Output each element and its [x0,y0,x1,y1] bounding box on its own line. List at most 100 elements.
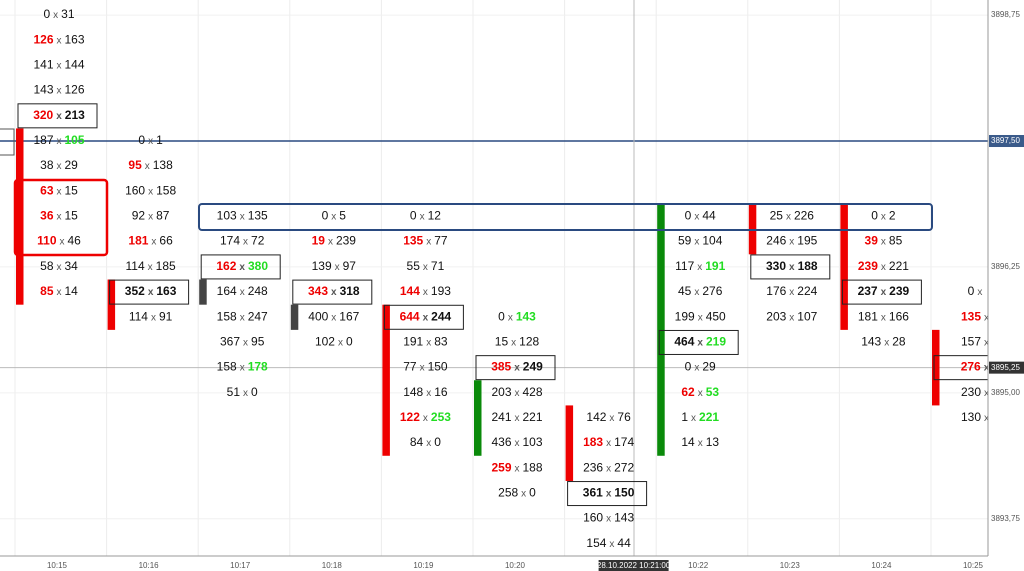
footprint-cell: 343 x 318 [308,284,360,298]
ask-volume: 174 [614,435,634,449]
footprint-cell: 84 x 0 [410,435,441,449]
ask-volume: 44 [702,209,716,223]
separator: x [56,110,62,121]
separator: x [243,387,248,398]
ask-volume: 221 [889,259,909,273]
bid-volume: 0 [968,284,975,298]
bid-volume: 36 [40,209,54,223]
ask-volume: 91 [159,309,173,323]
footprint-cell: 102 x 0 [315,335,353,349]
footprint-cell: 103 x 135 [217,209,268,223]
x-tick-label: 10:17 [230,561,251,570]
bid-volume: 259 [491,461,511,475]
ask-volume: 244 [431,309,451,323]
x-tick-label: 10:22 [688,561,709,570]
y-tick-label: 3893,75 [991,514,1020,523]
footprint-cell: 59 x 104 [678,234,723,248]
separator: x [331,312,336,323]
ask-volume: 0 [346,335,353,349]
bid-volume: 84 [410,435,424,449]
footprint-cell: 38 x 29 [40,158,78,172]
y-tick-label: 3898,75 [991,10,1020,19]
ask-volume: 166 [889,309,909,323]
x-tick-label: 10:20 [505,561,526,570]
footprint-cell: 361 x 150 [583,486,635,500]
separator: x [694,287,699,298]
separator: x [60,236,65,247]
bid-volume: 0 [43,7,50,21]
price-marker [989,361,1024,374]
ask-volume: 104 [702,234,722,248]
separator: x [984,387,989,398]
footprint-cell: 39 x 85 [865,234,903,248]
separator: x [789,312,794,323]
bid-volume: 0 [410,209,417,223]
separator: x [57,60,62,71]
footprint-cell: 464 x 219 [674,335,726,349]
ask-volume: 34 [65,259,79,273]
ask-volume: 163 [65,32,85,46]
ask-volume: 191 [705,259,725,273]
footprint-cell: 25 x 226 [770,209,815,223]
bid-volume: 0 [498,309,505,323]
bid-volume: 19 [312,234,326,248]
separator: x [57,161,62,172]
bid-volume: 203 [766,309,786,323]
footprint-cell: 143 x 28 [861,335,906,349]
ask-volume: 276 [702,284,722,298]
separator: x [420,362,425,373]
separator: x [881,211,886,222]
bid-volume: 181 [128,234,148,248]
y-tick-label: 3896,25 [991,262,1020,271]
separator: x [57,85,62,96]
ask-volume: 13 [706,435,720,449]
ask-volume: 16 [434,385,448,399]
separator: x [239,262,245,273]
ask-volume: 428 [523,385,543,399]
footprint-cell: 45 x 276 [678,284,723,298]
footprint-cell: 191 x 83 [403,335,448,349]
poc-box [383,304,464,330]
separator: x [331,211,336,222]
footprint-cell: 187 x 105 [33,133,84,147]
bid-volume: 464 [674,335,694,349]
ask-volume: 29 [65,158,79,172]
ask-volume: 103 [523,435,543,449]
ask-volume: 76 [617,410,631,424]
bid-volume: 58 [40,259,54,273]
footprint-cell: 92 x 87 [132,209,170,223]
separator: x [53,10,58,21]
ask-volume: 14 [65,284,79,298]
footprint-cell: 0 x 31 [43,7,74,21]
ask-volume: 1 [156,133,163,147]
x-tick-label: 10:18 [322,561,343,570]
separator: x [515,387,520,398]
ask-volume: 248 [248,284,268,298]
footprint-cell: 158 x 247 [217,309,268,323]
bid-volume: 59 [678,234,692,248]
separator: x [984,362,990,373]
y-tick-label: 3895,25 [991,363,1020,372]
poc-box [841,279,922,305]
x-tick-label: 10:23 [780,561,801,570]
ask-volume: 97 [343,259,357,273]
poc-box [292,279,373,305]
bid-volume: 51 [227,385,241,399]
bid-volume: 157 [961,335,981,349]
ask-volume: 163 [156,284,176,298]
x-tick-label: 10:25 [963,561,984,570]
bid-volume: 0 [685,209,692,223]
candle-body [474,380,482,456]
footprint-cell: 139 x 97 [312,259,357,273]
bid-volume: 183 [583,435,603,449]
separator: x [426,438,431,449]
footprint-cell: 142 x 76 [586,410,631,424]
separator: x [335,262,340,273]
bid-volume: 143 [33,83,53,97]
separator: x [148,136,153,147]
ask-volume: 83 [434,335,448,349]
bid-volume: 181 [858,309,878,323]
footprint-cell: 0 x 44 [685,209,716,223]
